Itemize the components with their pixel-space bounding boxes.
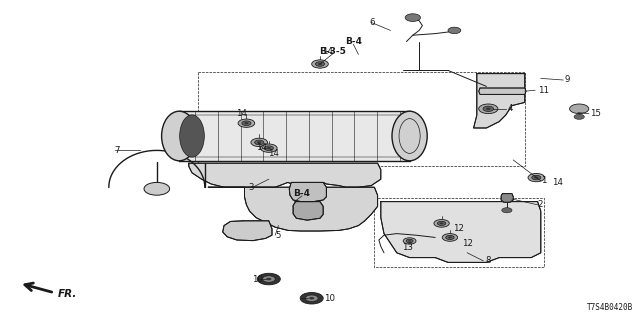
Circle shape <box>570 104 589 114</box>
Circle shape <box>448 236 452 238</box>
Circle shape <box>534 177 538 179</box>
Circle shape <box>486 108 491 110</box>
Circle shape <box>502 208 512 213</box>
Polygon shape <box>474 74 525 128</box>
Text: 14: 14 <box>268 149 278 158</box>
Circle shape <box>532 175 541 180</box>
Circle shape <box>434 220 449 227</box>
Polygon shape <box>479 88 526 94</box>
Polygon shape <box>381 202 541 262</box>
Circle shape <box>242 121 251 125</box>
Polygon shape <box>189 163 381 187</box>
Text: 5: 5 <box>275 231 281 240</box>
Circle shape <box>318 63 322 65</box>
Circle shape <box>257 273 280 285</box>
Circle shape <box>300 292 323 304</box>
Circle shape <box>260 144 277 152</box>
Circle shape <box>144 182 170 195</box>
Circle shape <box>255 140 264 145</box>
Circle shape <box>262 276 275 282</box>
Circle shape <box>403 238 416 244</box>
Text: 8: 8 <box>485 256 491 265</box>
Polygon shape <box>179 111 410 161</box>
Text: 10: 10 <box>252 275 262 284</box>
Circle shape <box>305 295 318 301</box>
Circle shape <box>408 240 412 242</box>
Text: 14: 14 <box>256 143 267 152</box>
Text: 7: 7 <box>114 146 120 155</box>
Ellipse shape <box>162 111 197 161</box>
Circle shape <box>251 138 268 147</box>
Text: B-3-5: B-3-5 <box>319 47 346 56</box>
Text: 2: 2 <box>538 200 543 209</box>
Circle shape <box>440 222 444 224</box>
Circle shape <box>312 60 328 68</box>
Circle shape <box>238 119 255 127</box>
Text: 6: 6 <box>369 18 375 27</box>
Circle shape <box>266 278 271 280</box>
Text: 12: 12 <box>462 239 473 248</box>
Polygon shape <box>208 187 378 231</box>
Circle shape <box>405 14 420 21</box>
Circle shape <box>483 106 493 111</box>
Polygon shape <box>293 202 323 220</box>
Circle shape <box>445 235 454 240</box>
Circle shape <box>264 146 273 150</box>
Circle shape <box>442 234 458 241</box>
Text: 3: 3 <box>248 183 254 192</box>
Text: 1: 1 <box>541 176 547 185</box>
Polygon shape <box>289 182 326 202</box>
Text: T7S4B0420B: T7S4B0420B <box>588 303 634 312</box>
Text: 9: 9 <box>564 76 570 84</box>
Circle shape <box>244 122 248 124</box>
Text: 14: 14 <box>236 109 246 118</box>
Text: 14: 14 <box>552 178 563 187</box>
Text: 11: 11 <box>538 86 548 95</box>
Circle shape <box>267 147 271 149</box>
Circle shape <box>479 104 498 114</box>
Text: FR.: FR. <box>58 289 77 299</box>
Circle shape <box>448 27 461 34</box>
Ellipse shape <box>392 111 428 161</box>
Text: 12: 12 <box>453 224 464 233</box>
Circle shape <box>406 239 413 243</box>
Text: 15: 15 <box>590 109 601 118</box>
Circle shape <box>528 173 545 182</box>
Circle shape <box>316 62 324 66</box>
Text: 14: 14 <box>322 47 333 56</box>
Polygon shape <box>223 221 272 241</box>
Circle shape <box>309 297 314 300</box>
Text: B-4: B-4 <box>345 37 362 46</box>
Text: B-4: B-4 <box>294 189 310 198</box>
Ellipse shape <box>180 115 204 157</box>
Circle shape <box>437 221 446 226</box>
Text: 13: 13 <box>402 244 413 252</box>
Text: 10: 10 <box>324 294 335 303</box>
Circle shape <box>257 141 261 143</box>
Polygon shape <box>501 194 513 202</box>
Circle shape <box>574 114 584 119</box>
Text: 4: 4 <box>508 104 513 113</box>
